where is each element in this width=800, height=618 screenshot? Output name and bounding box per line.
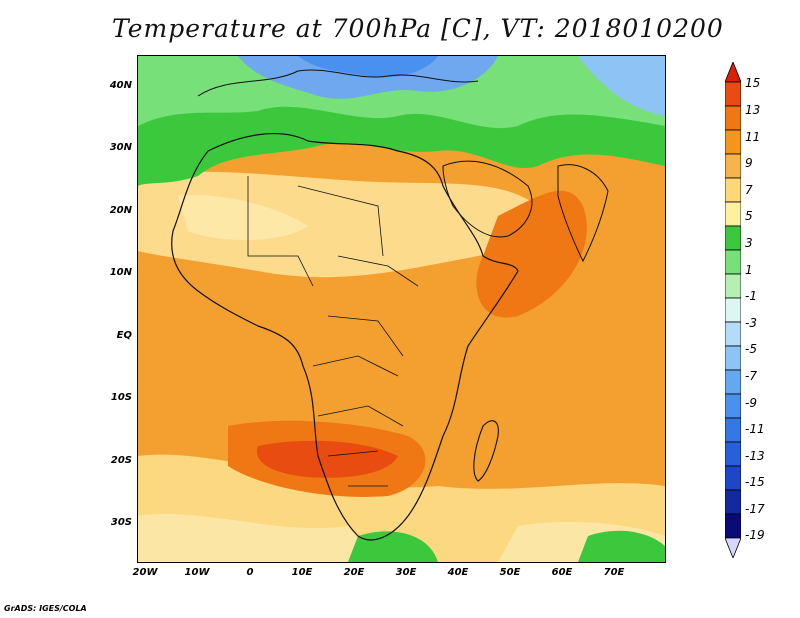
colorbar-top-triangle: [725, 62, 741, 83]
lat-label-30n: 30N: [109, 142, 132, 153]
colorbar-cell: [725, 417, 741, 443]
lat-label-40n: 40N: [109, 80, 132, 91]
sahara-pale: [178, 195, 308, 241]
colorbar-cell: [725, 465, 741, 491]
lat-label-30s: 30S: [110, 517, 132, 528]
colorbar-label: 1: [745, 263, 753, 277]
colorbar-cell: [725, 513, 741, 539]
colorbar-label: -17: [745, 502, 765, 516]
chart-title: Temperature at 700hPa [C], VT: 201801020…: [112, 14, 724, 43]
colorbar-label: -15: [745, 475, 765, 489]
colorbar-cell: [725, 321, 741, 347]
arabian-sea-warm: [476, 190, 587, 318]
colorbar-label: -13: [745, 449, 765, 463]
lat-label-10s: 10S: [110, 392, 132, 403]
colorbar-cell: [725, 489, 741, 515]
colorbar-label: -11: [745, 422, 765, 436]
arabia-outline: [442, 160, 533, 238]
mediterranean-colder: [298, 56, 438, 78]
colorbar-label: -7: [745, 369, 757, 383]
lon-label-40e: 40E: [447, 567, 469, 578]
colorbar-cell: [725, 345, 741, 371]
south-tip-green: [348, 531, 438, 562]
southeast-green: [578, 530, 665, 562]
colorbar-label: -19: [745, 528, 765, 542]
colorbar-cell: [725, 441, 741, 467]
colorbar-label: 9: [745, 156, 753, 170]
africa-outline: [171, 132, 519, 541]
temperature-field-map: [138, 56, 665, 562]
colorbar-cells: [725, 62, 741, 558]
colorbar-cell: [725, 273, 741, 299]
colorbar-label: -1: [745, 289, 757, 303]
colorbar-label: 13: [745, 103, 761, 117]
lon-label-0: 0: [246, 567, 254, 578]
credit-text: GrADS: IGES/COLA: [4, 604, 87, 613]
colorbar-label: -9: [745, 396, 757, 410]
india-outline: [557, 164, 609, 263]
colorbar-label: 7: [745, 183, 753, 197]
lon-label-70e: 70E: [603, 567, 625, 578]
colorbar: [725, 62, 741, 558]
southern-africa-hot: [257, 440, 398, 478]
lat-label-10n: 10N: [109, 267, 132, 278]
colorbar-cell: [725, 225, 741, 251]
colorbar-label: 3: [745, 236, 753, 250]
lon-label-20w: 20W: [132, 567, 158, 578]
lon-label-30e: 30E: [395, 567, 417, 578]
lat-label-20s: 20S: [110, 455, 132, 466]
asia-cold: [578, 56, 665, 116]
colorbar-cell: [725, 369, 741, 395]
map-panel: [137, 55, 666, 563]
colorbar-label: 15: [745, 76, 761, 90]
country-borders: [247, 176, 419, 487]
colorbar-cell: [725, 153, 741, 179]
colorbar-bottom-triangle: [725, 537, 741, 558]
europe-coast: [197, 69, 479, 97]
colorbar-cell: [725, 297, 741, 323]
sahara-mild-zone: [138, 171, 545, 278]
colorbar-cell: [725, 201, 741, 227]
lon-label-10e: 10E: [291, 567, 313, 578]
colorbar-label: -3: [745, 316, 757, 330]
colorbar-label: -5: [745, 342, 757, 356]
colorbar-cell: [725, 81, 741, 107]
colorbar-label: 11: [745, 130, 761, 144]
southwest-pale: [138, 513, 378, 562]
lon-label-10w: 10W: [184, 567, 210, 578]
colorbar-cell: [725, 393, 741, 419]
lat-label-20n: 20N: [109, 205, 132, 216]
lon-label-60e: 60E: [551, 567, 573, 578]
mediterranean-cold: [238, 56, 498, 99]
colorbar-cell: [725, 105, 741, 131]
colorbar-cell: [725, 129, 741, 155]
madagascar-outline: [473, 420, 499, 482]
colorbar-label: 5: [745, 209, 753, 223]
colorbar-cell: [725, 249, 741, 275]
lon-label-20e: 20E: [343, 567, 365, 578]
lat-label-eq: EQ: [116, 330, 132, 341]
lon-label-50e: 50E: [499, 567, 521, 578]
colorbar-cell: [725, 177, 741, 203]
